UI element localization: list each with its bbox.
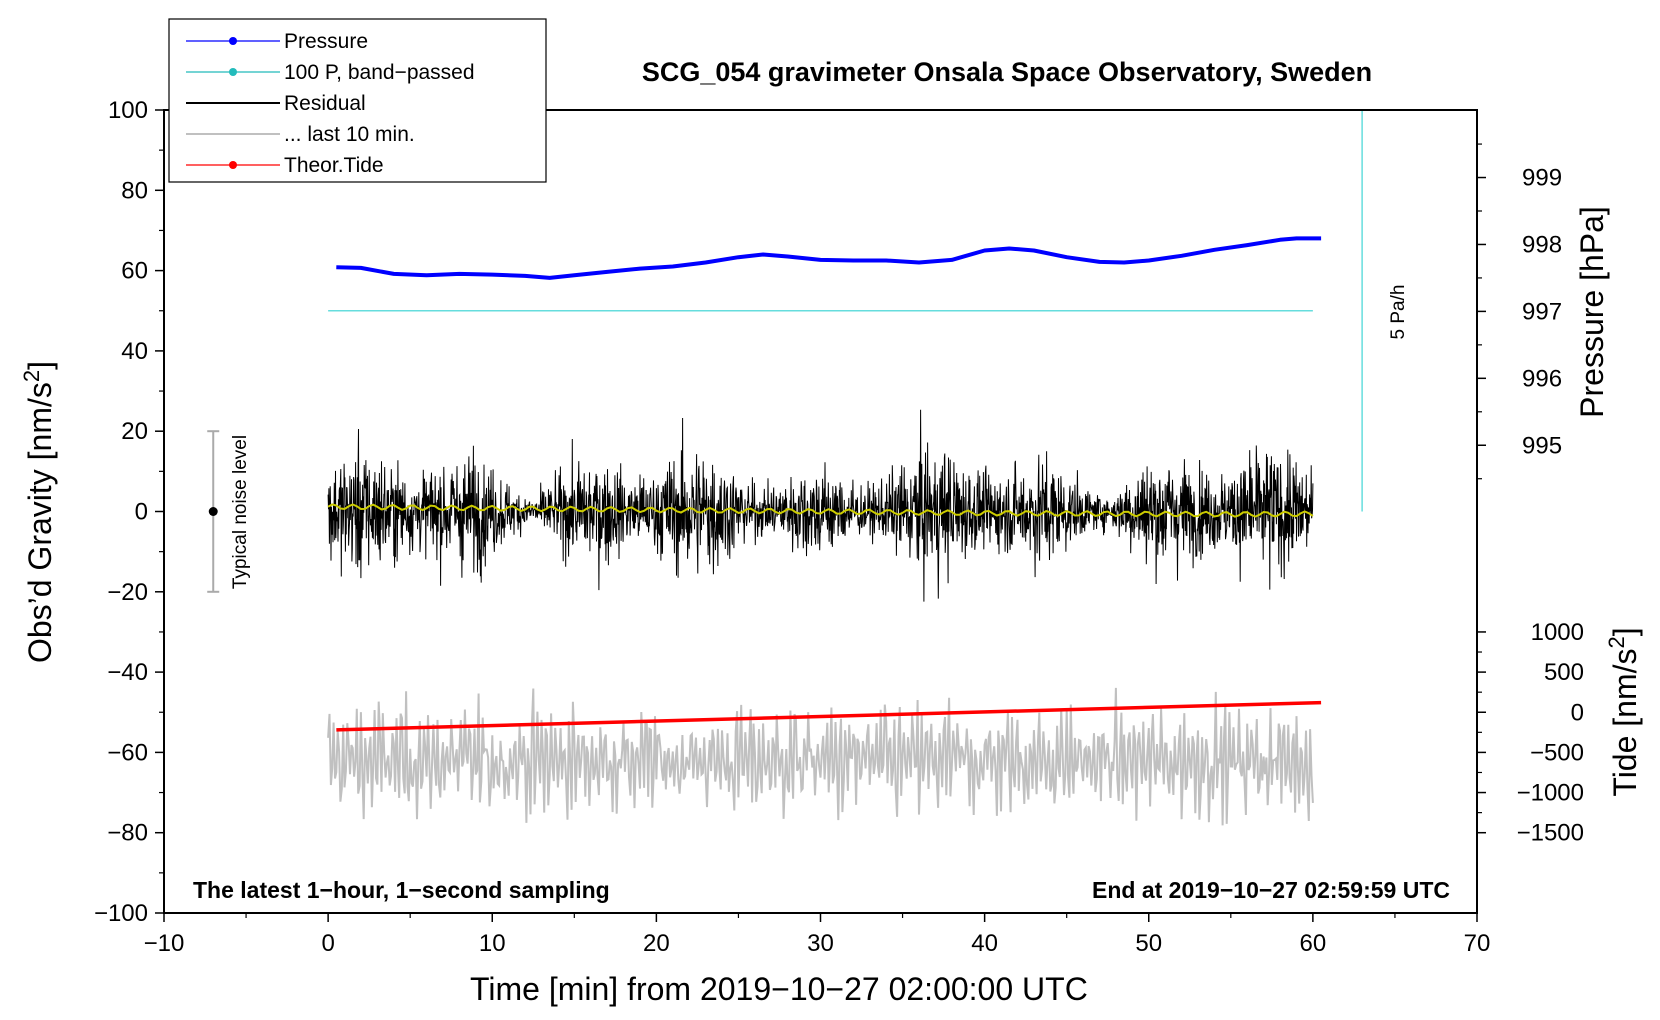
legend-label: Residual — [284, 92, 366, 115]
x-tick-label: 60 — [1300, 930, 1327, 957]
tide-tick-label: 1000 — [1531, 619, 1584, 646]
y-tick-label: −80 — [107, 820, 148, 847]
x-tick-label: 10 — [479, 930, 506, 957]
noise-level-label: Typical noise level — [230, 435, 251, 589]
y-axis-title: Obs’d Gravity [nm/s2] — [19, 361, 58, 663]
y-axis-tide: −1500 −1000 −500 0 500 1000 — [1477, 619, 1584, 847]
legend-marker — [229, 37, 237, 45]
x-axis-title: Time [min] from 2019−10−27 02:00:00 UTC — [470, 971, 1088, 1007]
noise-center-dot — [208, 507, 218, 516]
y-axis-pressure: 995 996 997 998 999 — [1477, 143, 1562, 480]
y2-axis-title-pressure: Pressure [hPa] — [1574, 206, 1610, 418]
series-residual-smoothed-line — [327, 503, 1314, 518]
x-tick-label: 70 — [1464, 930, 1491, 957]
x-tick-label: 0 — [321, 930, 334, 957]
noise-level-indicator — [207, 430, 220, 593]
series-last-10-min-line — [327, 687, 1314, 826]
y2-axis-title-tide: Tide [nm/s2] — [1604, 627, 1643, 796]
tide-tick-label: 0 — [1571, 699, 1584, 726]
y-tick-label: −100 — [94, 900, 148, 927]
x-tick-label: 30 — [807, 930, 834, 957]
y-tick-label: 40 — [121, 338, 148, 365]
tide-tick-label: −500 — [1530, 739, 1584, 766]
legend-label: Pressure — [284, 30, 368, 53]
y-tick-label: 0 — [135, 499, 148, 526]
legend-label: 100 P, band−passed — [284, 61, 475, 84]
legend-label: ... last 10 min. — [284, 123, 415, 146]
y-tick-label: 80 — [121, 177, 148, 204]
series-layer — [327, 110, 1363, 826]
legend-marker — [229, 161, 237, 169]
legend-label: Theor.Tide — [284, 154, 384, 177]
series-residual-line — [327, 409, 1314, 602]
bottom-left-annotation: The latest 1−hour, 1−second sampling — [193, 877, 610, 903]
series-theor-tide-line — [336, 700, 1322, 732]
x-tick-label: 50 — [1135, 930, 1162, 957]
x-tick-label: 20 — [643, 930, 670, 957]
x-tick-label: 40 — [971, 930, 998, 957]
y-tick-label: −20 — [107, 579, 148, 606]
y-axis-gravity: −100 −80 −60 −40 −20 0 20 40 60 80 100 — [94, 97, 164, 927]
x-axis: −10 0 10 20 30 40 50 60 70 — [144, 913, 1491, 957]
tide-tick-label: −1000 — [1517, 780, 1584, 807]
tide-tick-label: −1500 — [1517, 820, 1584, 847]
y-tick-label: −40 — [107, 659, 148, 686]
pressure-tick-label: 997 — [1522, 298, 1562, 325]
legend: Pressure 100 P, band−passed Residual ... la… — [168, 18, 547, 183]
y-tick-label: 20 — [121, 418, 148, 445]
pressure-tick-label: 995 — [1522, 432, 1562, 459]
x-tick-label: −10 — [144, 930, 185, 957]
rate-label: 5 Pa/h — [1388, 285, 1409, 340]
pressure-tick-label: 998 — [1522, 231, 1562, 258]
pressure-tick-label: 996 — [1522, 365, 1562, 392]
pressure-tick-label: 999 — [1522, 165, 1562, 192]
y-tick-label: 100 — [108, 97, 148, 124]
legend-box — [168, 18, 547, 183]
bottom-right-annotation: End at 2019−10−27 02:59:59 UTC — [1092, 877, 1450, 903]
y-tick-label: 60 — [121, 258, 148, 285]
series-pressure-line — [336, 236, 1322, 280]
tide-tick-label: 500 — [1544, 659, 1584, 686]
chart-title: SCG_054 gravimeter Onsala Space Observat… — [642, 57, 1372, 87]
legend-marker — [229, 68, 237, 76]
y-tick-label: −60 — [107, 739, 148, 766]
